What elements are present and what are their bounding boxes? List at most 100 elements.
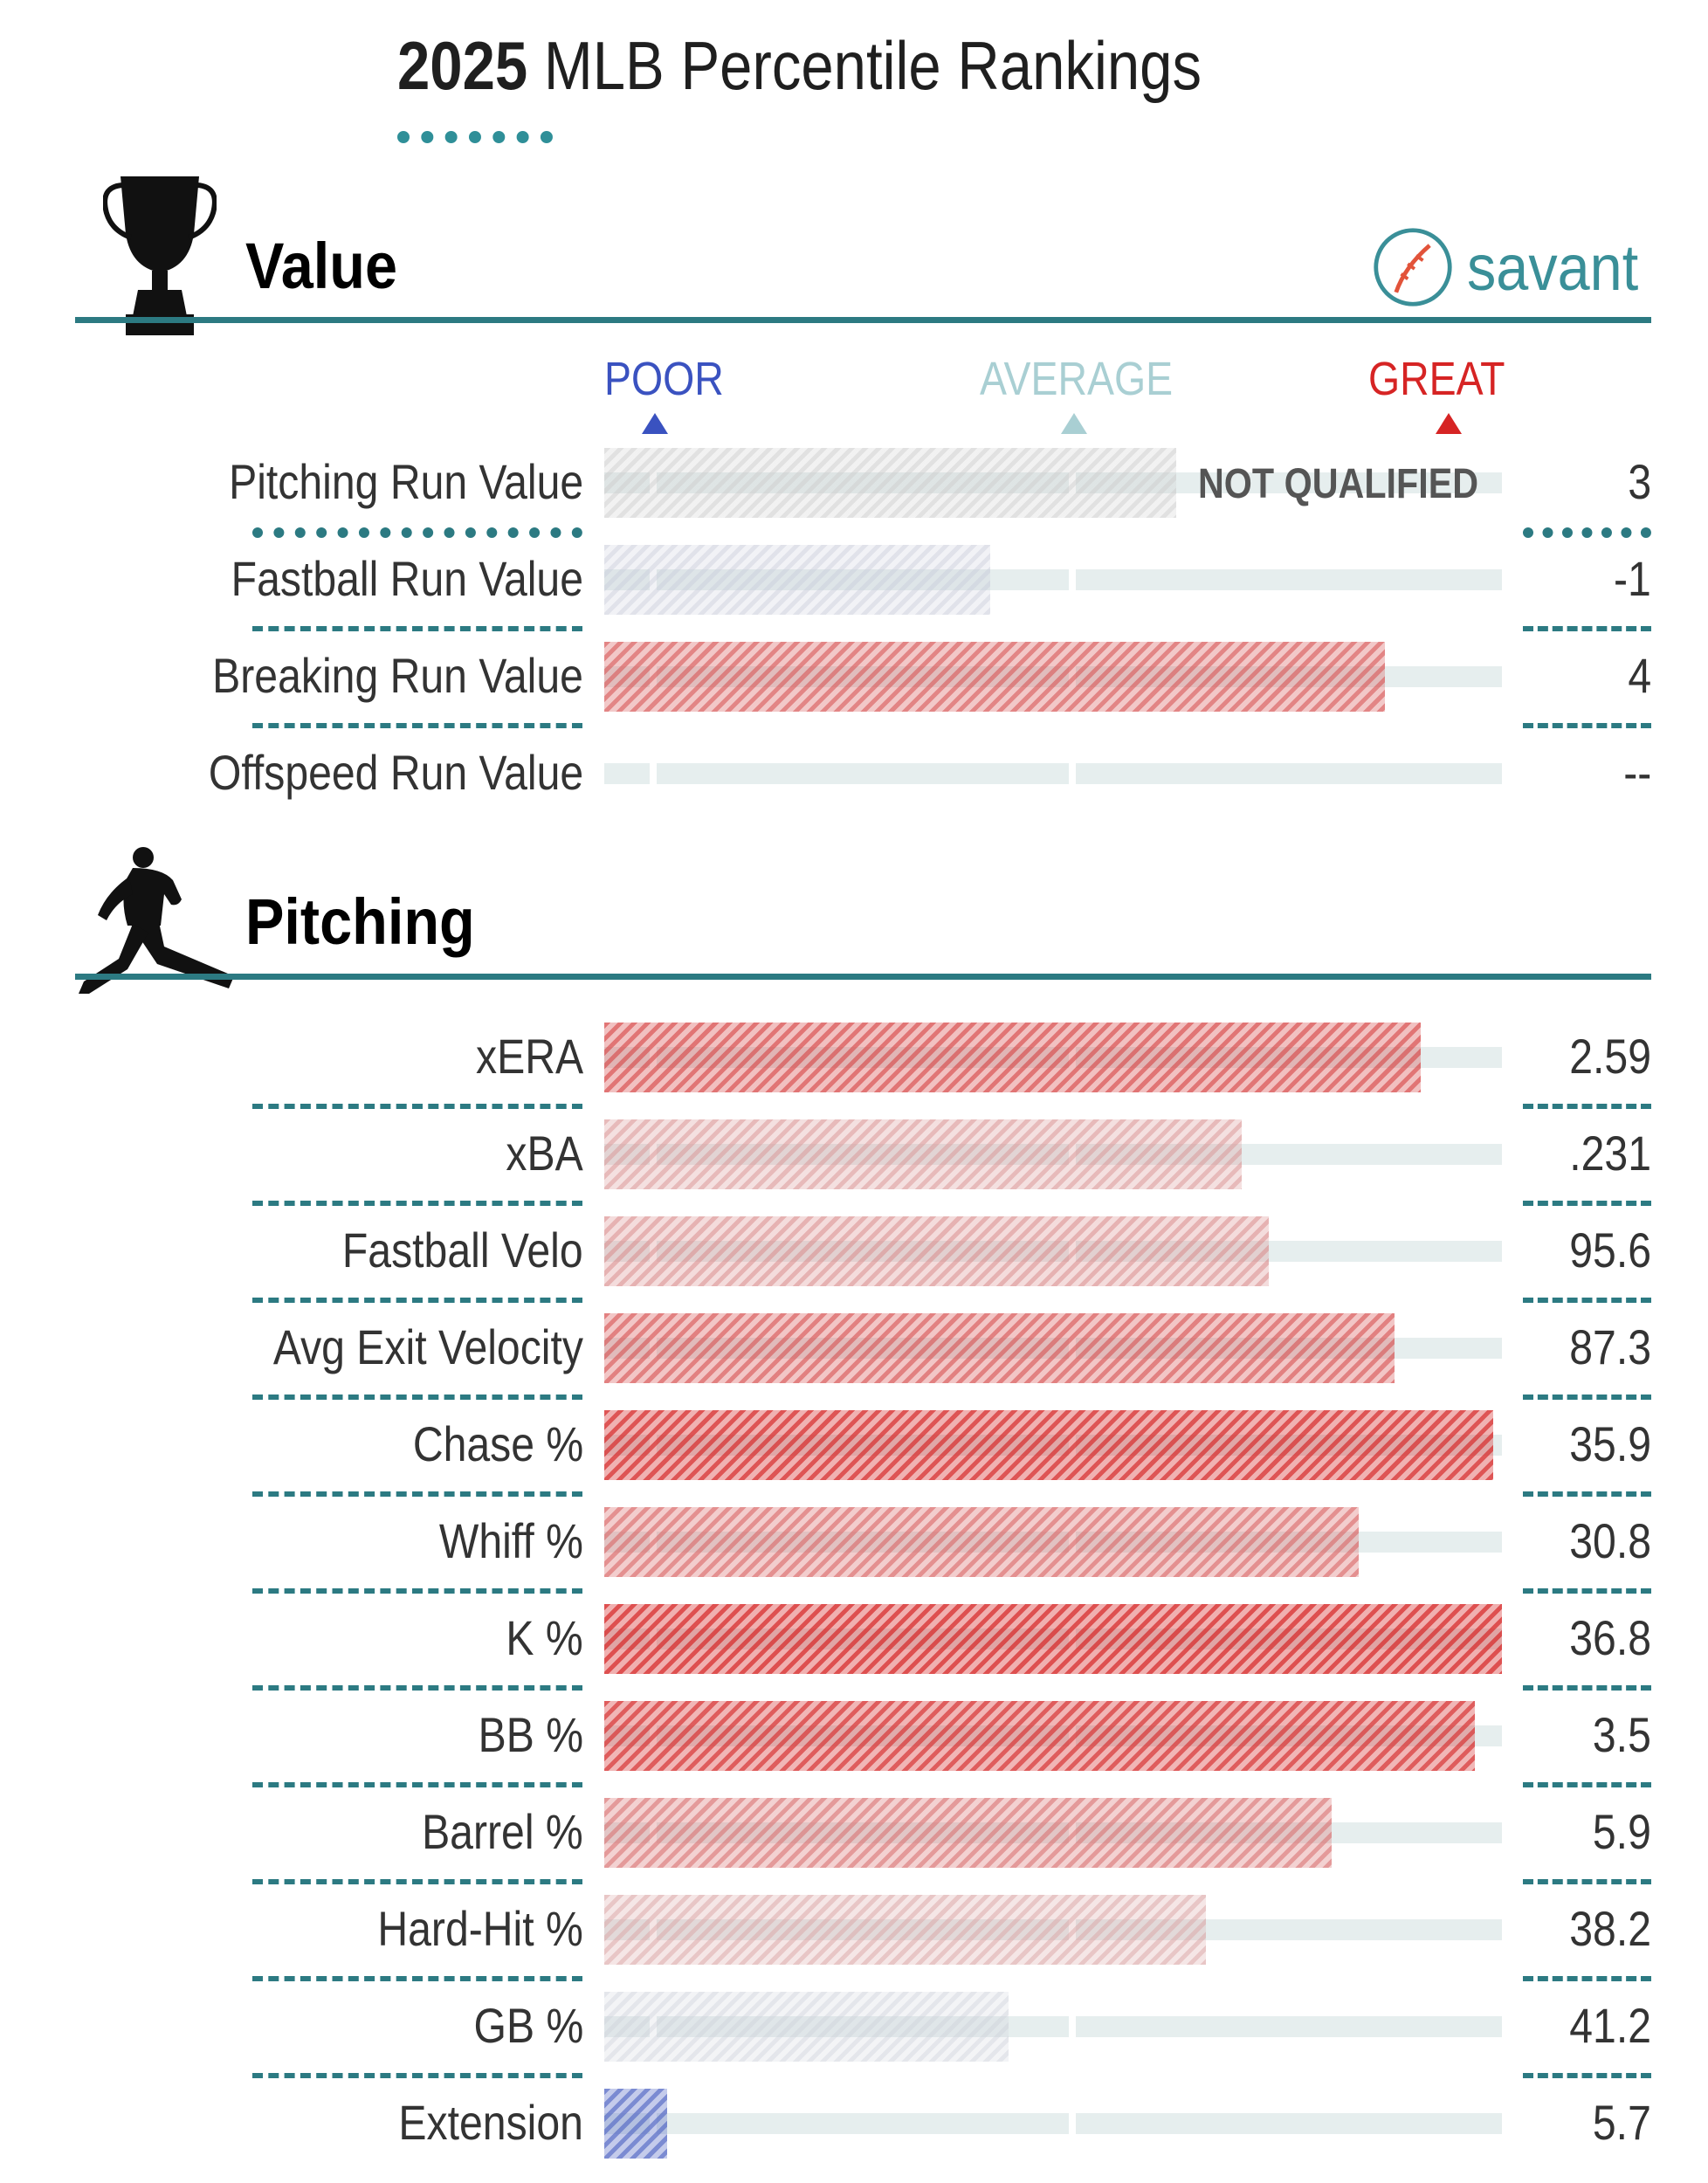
row-separator-right <box>1523 723 1651 728</box>
row-label: Breaking Run Value <box>212 648 583 703</box>
row-value: 30.8 <box>1569 1513 1651 1568</box>
row-value: 87.3 <box>1569 1319 1651 1374</box>
value-row-pitching-run-value: Pitching Run Value NOT QUALIFIED 3 <box>0 434 1708 538</box>
row-label: Fastball Velo <box>342 1222 583 1277</box>
pitching-row-k-pct: K % 36.8 <box>0 1590 1708 1691</box>
scale-label-average: AVERAGE <box>980 353 1174 405</box>
row-label: Chase % <box>412 1416 583 1471</box>
row-separator-left <box>252 1104 582 1109</box>
not-qualified-label: NOT QUALIFIED <box>1198 461 1479 507</box>
bar-track <box>604 2113 1502 2134</box>
row-value: 41.2 <box>1569 1998 1651 2053</box>
row-value: 4 <box>1628 648 1651 703</box>
row-separator-right <box>1523 1782 1651 1787</box>
percentile-bar <box>604 1216 1269 1286</box>
pitching-row-gb-pct: GB % 41.2 <box>0 1978 1708 2078</box>
percentile-bar <box>604 1798 1332 1868</box>
row-separator-right <box>1523 1395 1651 1400</box>
row-separator-right <box>1523 1298 1651 1303</box>
row-separator-left <box>252 723 582 728</box>
row-separator-right <box>1523 1976 1651 1981</box>
row-separator-left <box>252 1491 582 1497</box>
scale-label-great: GREAT <box>1368 353 1505 405</box>
savant-brand-text: savant <box>1467 231 1639 304</box>
poor-marker-icon <box>642 413 668 434</box>
percentile-bar <box>604 2089 667 2159</box>
row-separator-right <box>1523 527 1651 538</box>
section-rule-pitching <box>75 974 1651 980</box>
row-separator-right <box>1523 626 1651 631</box>
row-label: Extension <box>398 2095 583 2150</box>
pitching-row-extension: Extension 5.7 <box>0 2075 1708 2172</box>
row-separator-left <box>252 1298 582 1303</box>
row-separator-left <box>252 1782 582 1787</box>
row-label: xBA <box>506 1126 583 1181</box>
bar-track <box>604 763 1502 784</box>
row-separator-right <box>1523 1879 1651 1884</box>
scale-label-poor: POOR <box>604 353 724 405</box>
row-value: 3 <box>1628 454 1651 509</box>
row-separator-right <box>1523 1685 1651 1691</box>
section-title-value: Value <box>245 230 398 302</box>
section-title-pitching: Pitching <box>245 885 475 958</box>
row-value: 5.9 <box>1593 1804 1651 1859</box>
value-row-fastball-run-value: Fastball Run Value -1 <box>0 531 1708 631</box>
row-separator-right <box>1523 1201 1651 1206</box>
percentile-bar <box>604 1313 1395 1383</box>
baseball-icon <box>1374 228 1452 306</box>
pitching-row-hard-hit-pct: Hard-Hit % 38.2 <box>0 1881 1708 1981</box>
row-separator-left <box>252 1588 582 1594</box>
percentile-bar <box>604 1507 1359 1577</box>
percentile-bar <box>604 1895 1206 1965</box>
row-value: 5.7 <box>1593 2095 1651 2150</box>
row-separator-left <box>252 626 582 631</box>
percentile-bar <box>604 1023 1421 1092</box>
row-label: Hard-Hit % <box>377 1901 583 1956</box>
page-title: 2025 MLB Percentile Rankings <box>397 26 1202 106</box>
row-separator-left <box>252 1201 582 1206</box>
title-year: 2025 <box>397 27 528 104</box>
pitching-row-whiff-pct: Whiff % 30.8 <box>0 1493 1708 1594</box>
row-value: 95.6 <box>1569 1222 1651 1277</box>
row-label: Pitching Run Value <box>228 454 583 509</box>
pitching-row-bb-pct: BB % 3.5 <box>0 1687 1708 1787</box>
row-separator-right <box>1523 1588 1651 1594</box>
savant-logo[interactable]: savant <box>1371 225 1657 309</box>
bar-track <box>604 569 1502 590</box>
row-label: Barrel % <box>422 1804 583 1859</box>
row-label: Avg Exit Velocity <box>272 1319 583 1374</box>
row-separator-left <box>252 527 582 538</box>
average-marker-icon <box>1061 413 1087 434</box>
percentile-bar <box>604 1119 1242 1189</box>
percentile-bar <box>604 1410 1493 1480</box>
row-separator-right <box>1523 1491 1651 1497</box>
bar-track <box>604 2016 1502 2037</box>
title-text: MLB Percentile Rankings <box>543 27 1202 104</box>
title-underline <box>397 131 553 143</box>
row-separator-left <box>252 1879 582 1884</box>
row-separator-right <box>1523 2073 1651 2078</box>
row-label: Whiff % <box>438 1513 583 1568</box>
row-value: 2.59 <box>1569 1029 1651 1084</box>
row-label: Offspeed Run Value <box>208 745 583 800</box>
percentile-bar <box>604 1701 1475 1771</box>
row-separator-left <box>252 1685 582 1691</box>
percentile-bar <box>604 545 990 615</box>
percentile-bar <box>604 1604 1502 1674</box>
row-value: 3.5 <box>1593 1707 1651 1762</box>
bar-not-qualified <box>604 448 1176 518</box>
pitching-row-xera: xERA 2.59 <box>0 1009 1708 1109</box>
row-separator-left <box>252 2073 582 2078</box>
pitching-row-fastball-velo: Fastball Velo 95.6 <box>0 1202 1708 1303</box>
row-value: .231 <box>1569 1126 1651 1181</box>
great-marker-icon <box>1436 413 1462 434</box>
pitching-row-avg-exit-velocity: Avg Exit Velocity 87.3 <box>0 1299 1708 1400</box>
percentile-bar <box>604 642 1385 712</box>
row-separator-right <box>1523 1104 1651 1109</box>
row-label: K % <box>506 1610 583 1665</box>
value-row-breaking-run-value: Breaking Run Value 4 <box>0 628 1708 728</box>
section-rule-value <box>75 317 1651 323</box>
row-label: Fastball Run Value <box>231 551 583 606</box>
row-separator-left <box>252 1395 582 1400</box>
row-label: BB % <box>478 1707 583 1762</box>
